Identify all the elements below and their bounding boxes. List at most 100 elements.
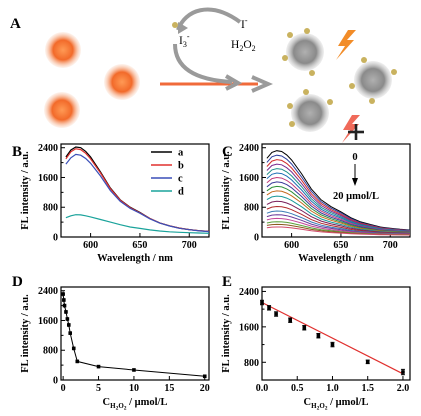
cycle-arrow-head-icon (178, 22, 188, 34)
y-tick-label: 1600 (239, 322, 259, 333)
nanoparticle-orange-1 (45, 32, 81, 68)
x-axis-label: CH2O2 / μmol/L (304, 397, 369, 412)
y-tick-label: 2400 (239, 143, 259, 154)
data-point (65, 317, 70, 321)
annotation-start: 0 (352, 152, 357, 163)
data-point (288, 318, 292, 323)
data-point (302, 325, 307, 330)
reaction-arrow-head-icon (251, 75, 273, 93)
data-point (202, 374, 207, 379)
y-tick-label: 1600 (239, 173, 259, 184)
data-point (330, 342, 335, 347)
quenched-particle-1 (282, 28, 324, 76)
data-point (64, 310, 68, 314)
x-tick-label: 0 (61, 383, 66, 394)
x-axis-label: CH2O2 / μmol/L (103, 397, 168, 412)
x-tick-label: 700 (182, 240, 197, 251)
panel-label-a: A (10, 16, 21, 32)
y-axis-label: FL intensity / a.u. (20, 294, 31, 373)
x-tick-label: 700 (383, 240, 398, 251)
legend-label-b: b (178, 161, 184, 172)
annotation-arrow-head-icon (352, 178, 358, 186)
triiodide-bead-icon (172, 22, 178, 28)
series-line-d (65, 214, 210, 234)
x-tick-label: 1.0 (326, 383, 339, 394)
x-tick-label: 5 (96, 383, 101, 394)
y-tick-label: 800 (43, 346, 58, 357)
plot-frame (261, 286, 411, 381)
series-line (266, 226, 411, 236)
x-tick-label: 20 (200, 383, 210, 394)
y-tick-label: 0 (53, 233, 58, 244)
y-axis-label: FL intensity / a.u. (20, 151, 31, 230)
y-tick-label: 2400 (38, 286, 58, 297)
plot-frame (60, 143, 210, 238)
scheme: I- I3- H2O2 (44, 7, 397, 143)
series-line-b (65, 148, 210, 232)
x-axis-label: Wavelength / nm (97, 253, 173, 264)
triiodide-label: I3- (179, 32, 190, 49)
data-point (62, 298, 66, 302)
x-tick-label: 650 (132, 240, 147, 251)
data-point (96, 364, 101, 369)
x-tick-label: 600 (83, 240, 98, 251)
y-axis-label: FL intensity / a.u. (221, 294, 232, 373)
data-point (132, 368, 136, 372)
data-point (365, 360, 370, 364)
h2o2-label: H2O2 (231, 39, 256, 53)
annotation-end: 20 μmol/L (333, 191, 379, 202)
iodide-label: I- (241, 16, 248, 31)
bolt-crossed-icon (342, 115, 360, 143)
data-point (71, 346, 76, 351)
data-point (62, 303, 67, 308)
quenched-particle-2 (349, 57, 397, 104)
data-point (61, 292, 65, 296)
bolt-icon (336, 30, 356, 60)
y-tick-label: 0 (53, 376, 58, 387)
quenched-particle-3 (287, 89, 333, 132)
panel-label-b: B (12, 144, 22, 160)
panel-label-c: C (222, 144, 233, 160)
x-tick-label: 0.0 (256, 383, 269, 394)
fit-line (261, 301, 404, 375)
legend-label-d: d (178, 187, 184, 198)
y-axis-label: FL intensity / a.u. (221, 151, 232, 230)
data-point (68, 331, 73, 335)
data-point (316, 333, 321, 338)
x-axis-label: Wavelength / nm (298, 253, 374, 264)
x-tick-label: 2.0 (397, 383, 410, 394)
cycle-arrow-curve (176, 7, 242, 31)
y-tick-label: 800 (244, 358, 259, 369)
data-point (75, 359, 80, 364)
series-line (62, 294, 205, 377)
panel-label-e: E (222, 274, 232, 290)
nanoparticle-orange-2 (104, 64, 140, 100)
panel-label-d: D (12, 274, 23, 290)
x-tick-label: 600 (284, 240, 299, 251)
plot-frame (261, 143, 411, 238)
data-point (260, 300, 264, 305)
plot-frame (60, 286, 210, 381)
legend-label-c: c (178, 174, 183, 185)
chart-c: 600 650 700 0 800 1600 2400 FL intensity / a.u.… (221, 143, 411, 264)
data-point (401, 370, 405, 374)
y-tick-label: 1600 (38, 316, 58, 327)
x-tick-label: 10 (129, 383, 139, 394)
series-line-c (65, 153, 210, 233)
cycle-arrow-lower (173, 43, 233, 84)
chart-d: 0 5 10 15 20 0 800 1600 2400 FL intensity / a.u. C… (20, 286, 210, 411)
y-tick-label: 800 (244, 203, 259, 214)
x-tick-label: 0.5 (291, 383, 304, 394)
y-tick-label: 2400 (38, 143, 58, 154)
cross-icon (348, 124, 364, 140)
data-point (274, 312, 278, 316)
nanoparticle-orange-3 (44, 92, 80, 128)
data-point (66, 323, 71, 327)
chart-e: 0.0 0.5 1.0 1.5 2.0 800 1600 2400 FL intensity /… (221, 286, 411, 412)
legend-label-a: a (178, 148, 184, 159)
y-tick-label: 0 (254, 233, 259, 244)
y-tick-label: 1600 (38, 173, 58, 184)
data-point (267, 306, 271, 310)
x-tick-label: 650 (333, 240, 348, 251)
